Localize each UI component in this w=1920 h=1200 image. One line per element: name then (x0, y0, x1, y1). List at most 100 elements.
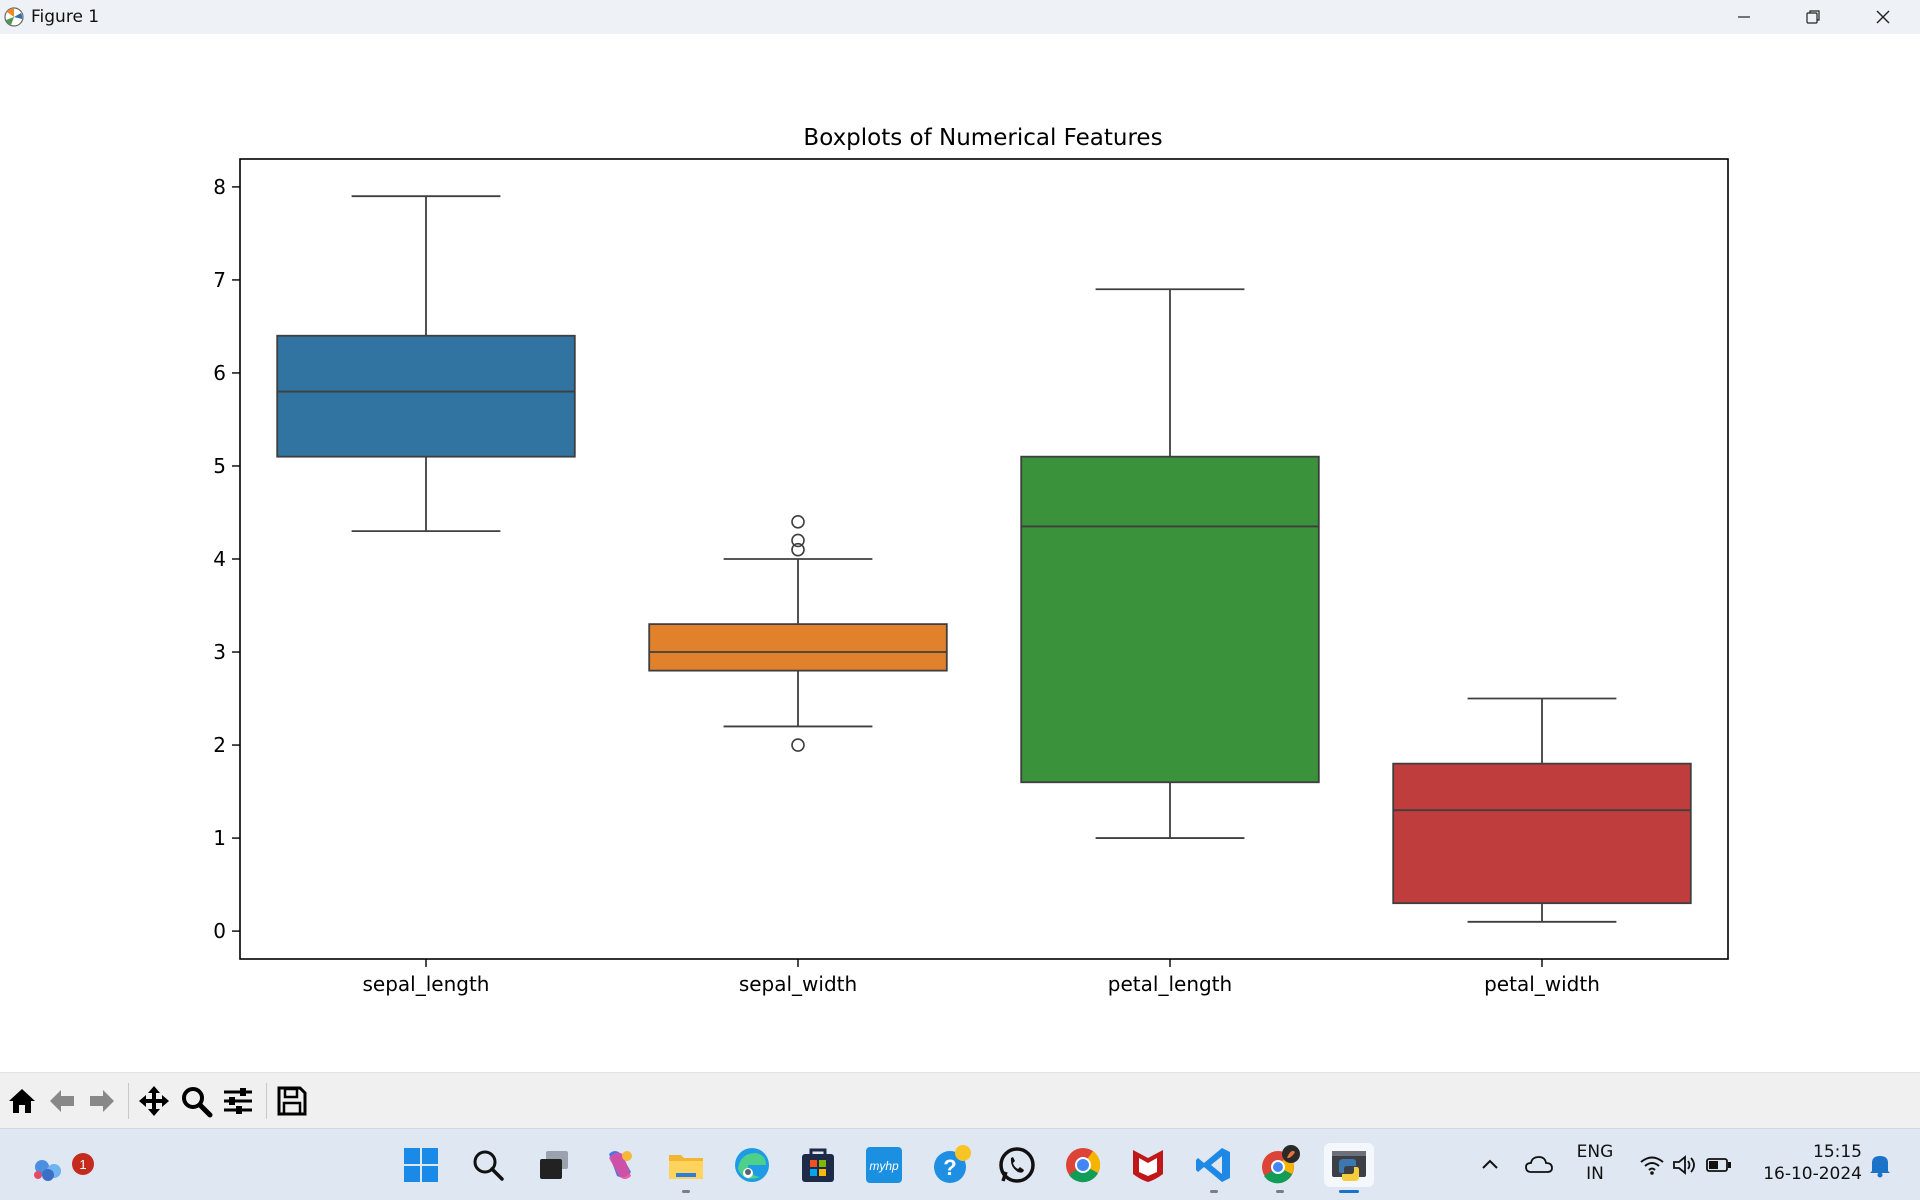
x-tick-label: sepal_length (363, 972, 490, 996)
box-iqr (1392, 762, 1692, 905)
outlier-point (791, 542, 805, 557)
y-tick-label: 5 (213, 454, 226, 478)
y-tick-label: 6 (213, 361, 226, 385)
edge-icon (735, 1148, 769, 1182)
clock-date: 16-10-2024 (1763, 1164, 1862, 1184)
store-icon (802, 1148, 834, 1182)
wifi-icon (1640, 1156, 1664, 1175)
figure-canvas[interactable]: Boxplots of Numerical Features 0 1 2 3 4 5 6 7 8… (0, 34, 1920, 1072)
y-tick-label: 2 (213, 733, 226, 757)
clock[interactable]: 15:15 16-10-2024 (1752, 1141, 1862, 1185)
pan-icon (139, 1086, 169, 1116)
myhp-icon: myhp (866, 1147, 902, 1183)
battery-icon (1706, 1158, 1731, 1172)
start-icon (404, 1148, 438, 1182)
close-button[interactable] (1848, 0, 1918, 34)
cloud-icon (1525, 1156, 1553, 1173)
copilot-icon (609, 1151, 632, 1179)
zoom-button[interactable] (176, 1081, 216, 1121)
windows-taskbar: 1 myhp ? (0, 1128, 1920, 1200)
chrome-icon (1066, 1148, 1101, 1183)
store-button[interactable] (796, 1143, 840, 1187)
myhp-label: myhp (869, 1159, 899, 1173)
restore-button[interactable] (1778, 0, 1848, 34)
chrome-profile-button[interactable] (1258, 1143, 1302, 1193)
boxplot-petal_width (1392, 697, 1692, 923)
toolbar-separator (128, 1083, 129, 1119)
close-icon (1876, 10, 1890, 24)
python-icon (1332, 1151, 1366, 1181)
y-tick-label: 7 (213, 268, 226, 292)
file-explorer-button[interactable] (664, 1143, 708, 1193)
bell-icon (1870, 1156, 1890, 1178)
volume-icon (1673, 1155, 1695, 1175)
mcafee-button[interactable] (1126, 1143, 1170, 1187)
zoom-icon (182, 1087, 213, 1118)
onedrive-button[interactable] (1517, 1143, 1561, 1187)
window-titlebar: Figure 1 (0, 0, 1920, 34)
whatsapp-icon (999, 1147, 1035, 1183)
copilot-button[interactable] (598, 1143, 642, 1187)
show-hidden-icons-button[interactable] (1468, 1143, 1512, 1187)
y-tick-label: 3 (213, 640, 226, 664)
back-icon (50, 1090, 74, 1112)
save-icon (277, 1086, 307, 1116)
restore-icon (1806, 10, 1820, 24)
language-code: ENG (1576, 1142, 1614, 1162)
python-button[interactable] (1324, 1143, 1374, 1193)
help-icon: ? (934, 1145, 971, 1183)
search-icon (473, 1150, 504, 1181)
minimize-button[interactable] (1709, 0, 1779, 34)
widgets-button[interactable]: 1 (26, 1143, 94, 1187)
outlier-point (791, 738, 805, 752)
myhp-button[interactable]: myhp (862, 1143, 906, 1187)
running-indicator (1276, 1190, 1284, 1193)
outlier-point (791, 514, 805, 529)
y-tick-label: 0 (213, 919, 226, 943)
whatsapp-button[interactable] (995, 1143, 1039, 1187)
help-button[interactable]: ? (930, 1143, 974, 1187)
boxplot-chart: Boxplots of Numerical Features 0 1 2 3 4 5 6 7 8… (213, 125, 1729, 996)
running-indicator (1210, 1190, 1218, 1193)
box-iqr (648, 623, 948, 672)
y-tick-label: 8 (213, 175, 226, 199)
svg-text:?: ? (943, 1155, 956, 1180)
x-tick-label: petal_width (1484, 972, 1600, 996)
start-button[interactable] (399, 1143, 443, 1187)
chrome-button[interactable] (1061, 1143, 1105, 1187)
taskbar-search-button[interactable] (466, 1143, 510, 1187)
back-button[interactable] (42, 1081, 82, 1121)
edge-button[interactable] (730, 1143, 774, 1187)
boxplot-petal_length (1020, 288, 1320, 839)
save-button[interactable] (272, 1081, 312, 1121)
navigation-toolbar (0, 1072, 1920, 1128)
language-indicator[interactable]: ENG IN (1573, 1141, 1617, 1185)
mcafee-icon (1133, 1150, 1163, 1182)
boxplot-sepal_width (648, 514, 948, 752)
language-region: IN (1586, 1164, 1604, 1184)
task-view-icon (540, 1151, 568, 1179)
box-iqr (1020, 455, 1320, 784)
window-title: Figure 1 (31, 7, 100, 27)
quick-settings-button[interactable] (1636, 1143, 1736, 1187)
matplotlib-app-icon (4, 7, 24, 27)
vscode-button[interactable] (1192, 1143, 1236, 1193)
x-tick-label: sepal_width (739, 972, 857, 996)
vscode-icon (1196, 1148, 1230, 1182)
x-tick-label: petal_length (1108, 972, 1232, 996)
forward-button[interactable] (82, 1081, 122, 1121)
forward-icon (90, 1090, 114, 1112)
active-indicator (1339, 1190, 1359, 1193)
chart-title: Boxplots of Numerical Features (803, 125, 1162, 151)
running-indicator (682, 1190, 690, 1193)
file-explorer-icon (669, 1155, 703, 1179)
home-button[interactable] (2, 1081, 42, 1121)
configure-subplots-button[interactable] (218, 1081, 258, 1121)
widgets-icon (34, 1160, 61, 1181)
notifications-button[interactable] (1862, 1143, 1898, 1187)
task-view-button[interactable] (532, 1143, 576, 1187)
y-tick-label: 1 (213, 826, 226, 850)
chrome-profile-icon (1262, 1145, 1300, 1184)
pan-button[interactable] (134, 1081, 174, 1121)
minimize-icon (1738, 16, 1750, 18)
